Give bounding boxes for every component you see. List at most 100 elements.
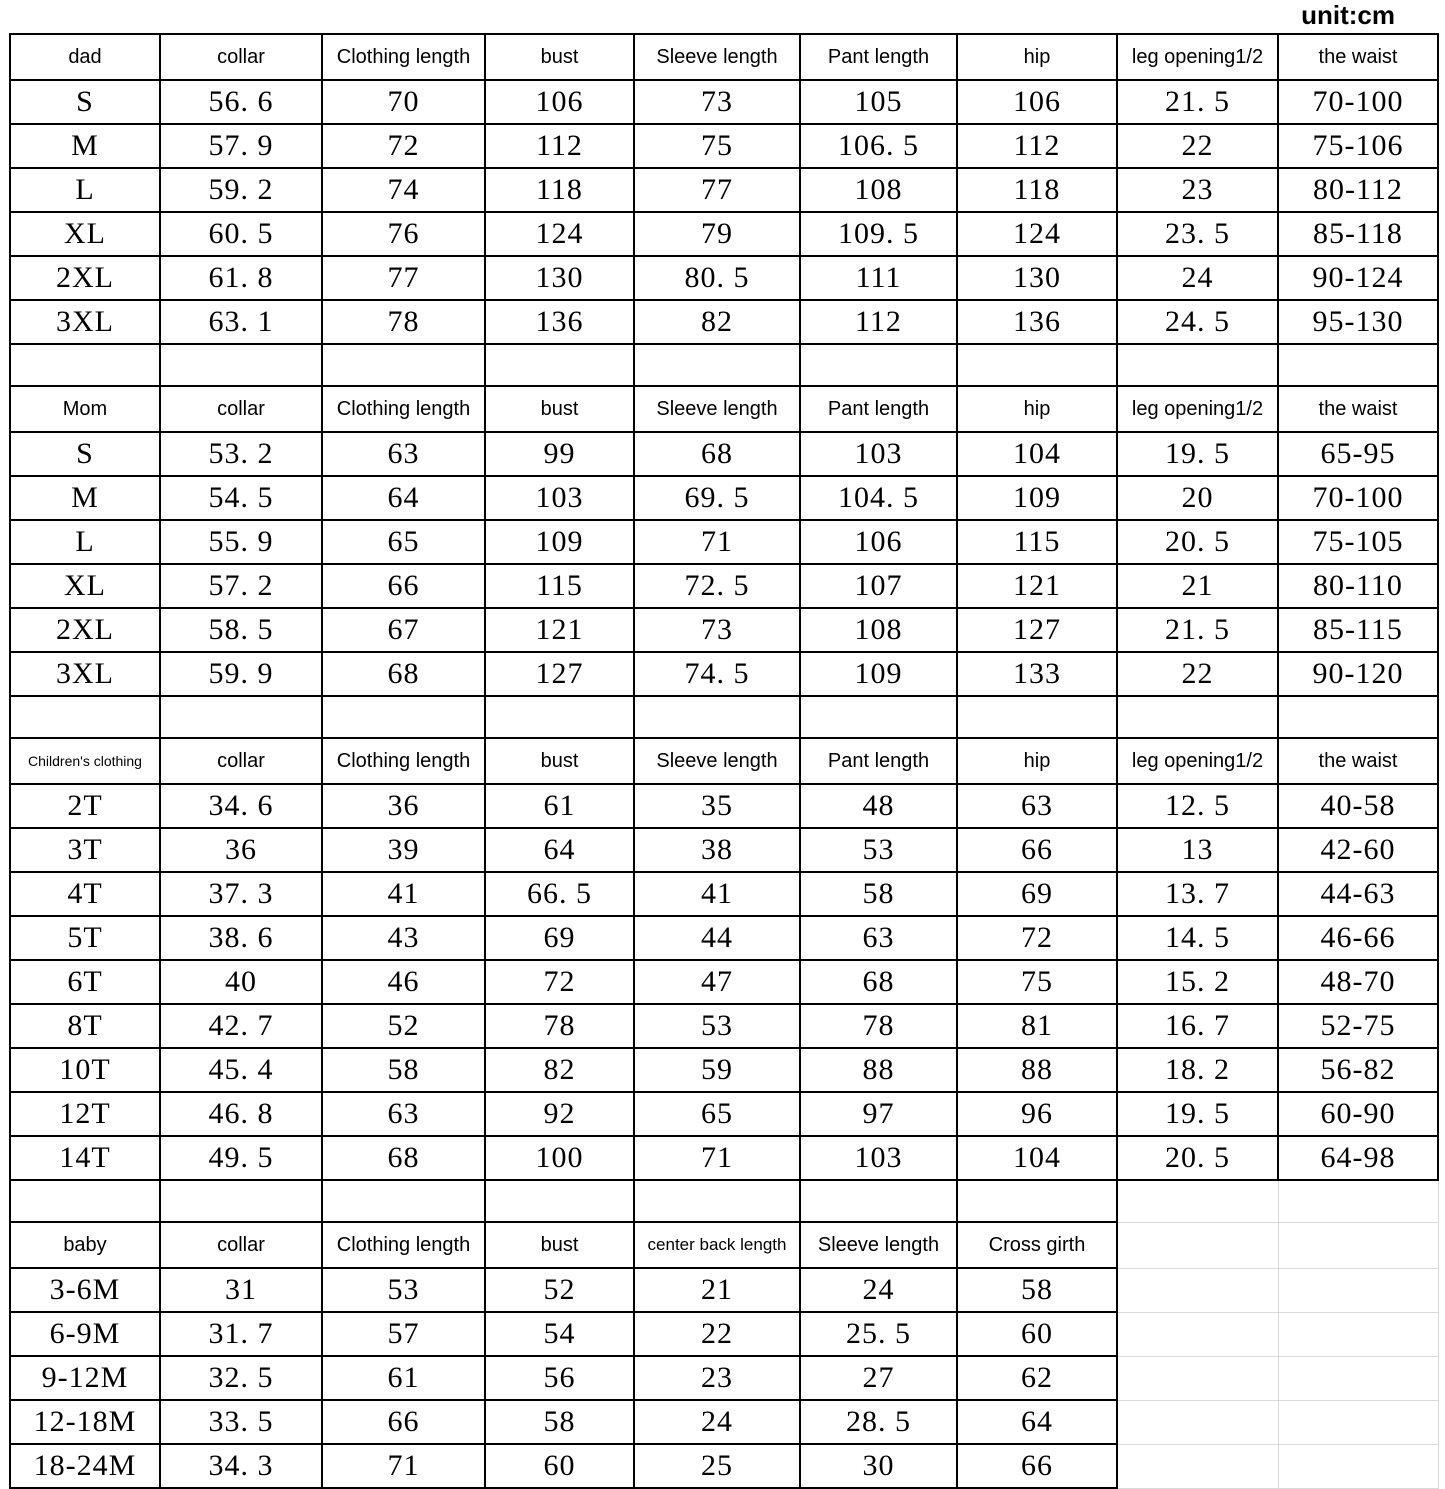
- value-cell: 108: [799, 607, 958, 653]
- spacer-cell: [1116, 343, 1279, 387]
- spacer-cell: [956, 1179, 1118, 1223]
- value-cell: 68: [633, 431, 801, 477]
- value-cell: 57. 2: [159, 563, 323, 609]
- spacer-cell: [956, 695, 1118, 739]
- header-cell: leg opening1/2: [1116, 33, 1279, 81]
- spacer-cell: [484, 343, 635, 387]
- value-cell: 24: [1116, 255, 1279, 301]
- value-cell: 72. 5: [633, 563, 801, 609]
- spacer-cell: [1277, 343, 1439, 387]
- value-cell: 48: [799, 783, 958, 829]
- value-cell: 88: [799, 1047, 958, 1093]
- value-cell: 109: [956, 475, 1118, 521]
- children-row: 10T 45. 4 58 82 59 88 88 18. 2 56-82: [9, 1047, 1439, 1093]
- value-cell: 69: [484, 915, 635, 961]
- value-cell: 88: [956, 1047, 1118, 1093]
- header-cell: bust: [484, 33, 635, 81]
- dad-row: L 59. 2 74 118 77 108 118 23 80-112: [9, 167, 1439, 213]
- value-cell: 75-105: [1277, 519, 1439, 565]
- header-cell: bust: [484, 737, 635, 785]
- value-cell: 34. 6: [159, 783, 323, 829]
- value-cell: 72: [956, 915, 1118, 961]
- size-cell: XL: [9, 211, 161, 257]
- value-cell: 124: [956, 211, 1118, 257]
- spacer-cell: [484, 1179, 635, 1223]
- value-cell: 19. 5: [1116, 431, 1279, 477]
- value-cell: 46: [321, 959, 486, 1005]
- value-cell: 52-75: [1277, 1003, 1439, 1049]
- children-row: 14T 49. 5 68 100 71 103 104 20. 5 64-98: [9, 1135, 1439, 1181]
- ghost-cell: [1116, 1399, 1279, 1445]
- value-cell: 99: [484, 431, 635, 477]
- dad-row: 3XL 63. 1 78 136 82 112 136 24. 5 95-130: [9, 299, 1439, 345]
- size-cell: M: [9, 475, 161, 521]
- value-cell: 20. 5: [1116, 519, 1279, 565]
- value-cell: 58: [956, 1267, 1118, 1313]
- ghost-cell: [1116, 1443, 1279, 1489]
- value-cell: 108: [799, 167, 958, 213]
- value-cell: 66: [956, 1443, 1118, 1489]
- value-cell: 70: [321, 79, 486, 125]
- header-cell: Pant length: [799, 737, 958, 785]
- value-cell: 106. 5: [799, 123, 958, 169]
- ghost-cell: [1277, 1267, 1439, 1313]
- value-cell: 107: [799, 563, 958, 609]
- value-cell: 34. 3: [159, 1443, 323, 1489]
- value-cell: 74. 5: [633, 651, 801, 697]
- spacer-cell: [159, 343, 323, 387]
- value-cell: 63. 1: [159, 299, 323, 345]
- ghost-cell: [1277, 1443, 1439, 1489]
- size-cell: 3XL: [9, 651, 161, 697]
- value-cell: 136: [956, 299, 1118, 345]
- value-cell: 103: [484, 475, 635, 521]
- value-cell: 104: [956, 431, 1118, 477]
- value-cell: 72: [484, 959, 635, 1005]
- mom-header-row: Mom collar Clothing length bust Sleeve lengt…: [9, 385, 1439, 433]
- spacer-cell: [1116, 695, 1279, 739]
- spacer-row: [9, 343, 1439, 387]
- value-cell: 66: [321, 563, 486, 609]
- spacer-cell: [9, 343, 161, 387]
- value-cell: 118: [956, 167, 1118, 213]
- value-cell: 103: [799, 1135, 958, 1181]
- spacer-cell: [159, 695, 323, 739]
- header-cell: Children's clothing: [9, 737, 161, 785]
- value-cell: 23. 5: [1116, 211, 1279, 257]
- value-cell: 49. 5: [159, 1135, 323, 1181]
- value-cell: 74: [321, 167, 486, 213]
- value-cell: 85-115: [1277, 607, 1439, 653]
- value-cell: 111: [799, 255, 958, 301]
- value-cell: 21: [633, 1267, 801, 1313]
- value-cell: 60. 5: [159, 211, 323, 257]
- spacer-cell: [1277, 695, 1439, 739]
- value-cell: 14. 5: [1116, 915, 1279, 961]
- value-cell: 63: [956, 783, 1118, 829]
- value-cell: 55. 9: [159, 519, 323, 565]
- spacer-cell: [1277, 1179, 1439, 1223]
- value-cell: 46-66: [1277, 915, 1439, 961]
- value-cell: 65: [633, 1091, 801, 1137]
- value-cell: 58. 5: [159, 607, 323, 653]
- value-cell: 61. 8: [159, 255, 323, 301]
- value-cell: 52: [484, 1267, 635, 1313]
- value-cell: 63: [321, 1091, 486, 1137]
- value-cell: 76: [321, 211, 486, 257]
- header-cell: Sleeve length: [633, 737, 801, 785]
- value-cell: 85-118: [1277, 211, 1439, 257]
- value-cell: 106: [956, 79, 1118, 125]
- value-cell: 13: [1116, 827, 1279, 873]
- value-cell: 45. 4: [159, 1047, 323, 1093]
- value-cell: 68: [321, 651, 486, 697]
- header-cell: the waist: [1277, 33, 1439, 81]
- value-cell: 54: [484, 1311, 635, 1357]
- header-cell: Pant length: [799, 385, 958, 433]
- value-cell: 72: [321, 123, 486, 169]
- value-cell: 80-110: [1277, 563, 1439, 609]
- value-cell: 60: [956, 1311, 1118, 1357]
- header-cell: Clothing length: [321, 737, 486, 785]
- value-cell: 28. 5: [799, 1399, 958, 1445]
- spacer-cell: [9, 695, 161, 739]
- value-cell: 21. 5: [1116, 79, 1279, 125]
- value-cell: 22: [1116, 651, 1279, 697]
- mom-row: 3XL 59. 9 68 127 74. 5 109 133 22 90-120: [9, 651, 1439, 697]
